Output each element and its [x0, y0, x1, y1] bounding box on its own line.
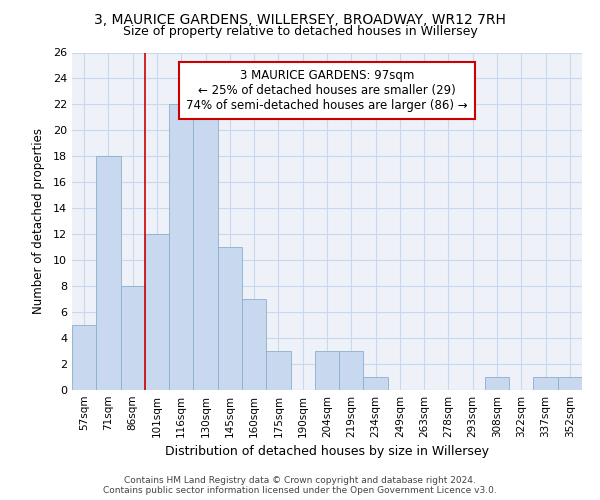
Bar [266, 351, 290, 390]
Bar [533, 377, 558, 390]
Y-axis label: Number of detached properties: Number of detached properties [32, 128, 44, 314]
Text: 3, MAURICE GARDENS, WILLERSEY, BROADWAY, WR12 7RH: 3, MAURICE GARDENS, WILLERSEY, BROADWAY,… [94, 12, 506, 26]
Bar [72, 325, 96, 390]
Text: 3 MAURICE GARDENS: 97sqm
← 25% of detached houses are smaller (29)
74% of semi-d: 3 MAURICE GARDENS: 97sqm ← 25% of detach… [186, 70, 468, 112]
Bar [339, 351, 364, 390]
Bar [558, 377, 582, 390]
Text: Contains HM Land Registry data © Crown copyright and database right 2024.
Contai: Contains HM Land Registry data © Crown c… [103, 476, 497, 495]
Bar [169, 104, 193, 390]
Bar [485, 377, 509, 390]
Bar [242, 299, 266, 390]
Text: Size of property relative to detached houses in Willersey: Size of property relative to detached ho… [122, 25, 478, 38]
Bar [193, 118, 218, 390]
Bar [145, 234, 169, 390]
X-axis label: Distribution of detached houses by size in Willersey: Distribution of detached houses by size … [165, 446, 489, 458]
Bar [96, 156, 121, 390]
Bar [315, 351, 339, 390]
Bar [121, 286, 145, 390]
Bar [364, 377, 388, 390]
Bar [218, 247, 242, 390]
